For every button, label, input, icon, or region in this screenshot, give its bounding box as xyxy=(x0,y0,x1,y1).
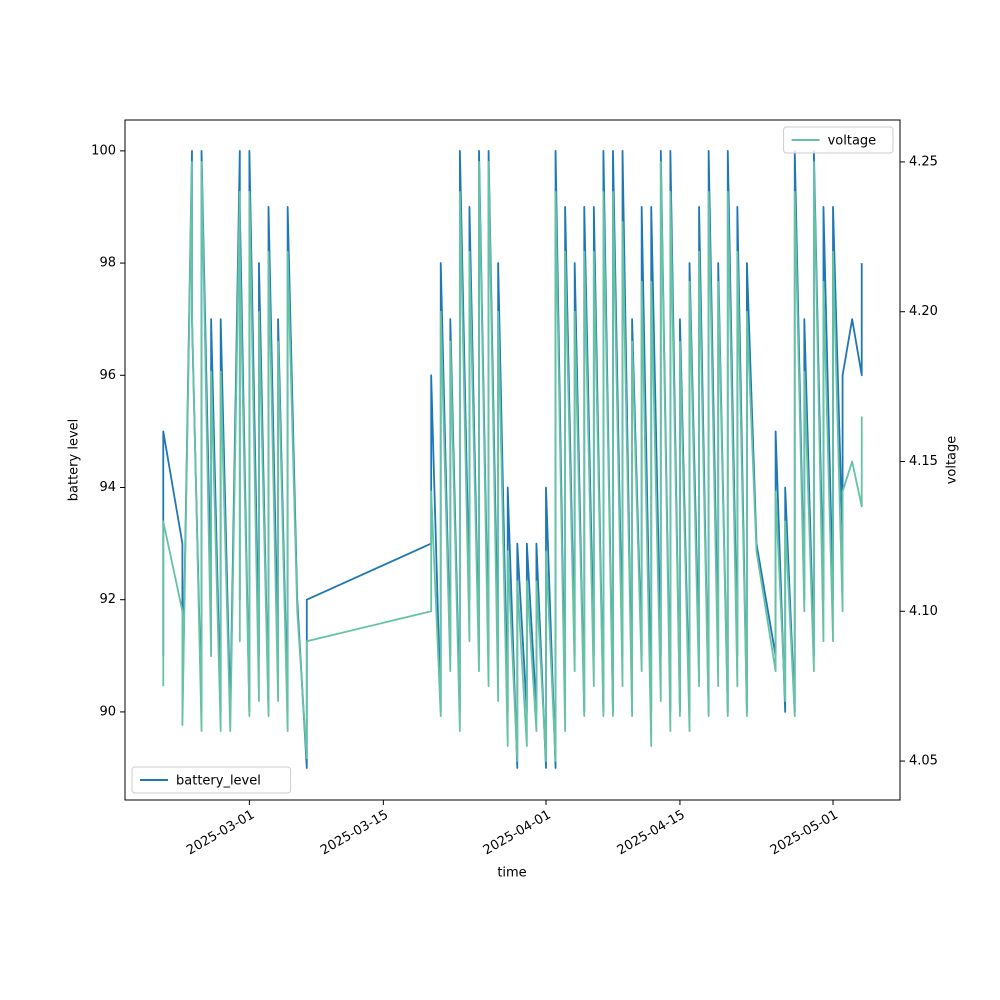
y2-tick-label: 4.25 xyxy=(909,154,938,169)
y2-tick-label: 4.15 xyxy=(909,454,938,469)
y-tick-label: 100 xyxy=(91,143,116,158)
series-line xyxy=(162,161,863,762)
legend-box xyxy=(131,766,292,794)
y-tick-label: 96 xyxy=(99,368,116,383)
y2-tick-label: 4.05 xyxy=(909,754,938,769)
y-tick-label: 92 xyxy=(99,592,116,607)
y-tick-label: 90 xyxy=(99,704,116,719)
y-axis-label: battery level xyxy=(67,419,82,502)
x-axis-label: time xyxy=(497,866,526,881)
y2-tick-label: 4.10 xyxy=(909,604,938,619)
y-tick-label: 98 xyxy=(99,256,116,271)
legend-label: battery_level xyxy=(176,774,261,789)
y-tick-label: 94 xyxy=(99,480,116,495)
legend-box xyxy=(783,126,894,154)
legend-label: voltage xyxy=(828,134,877,149)
y2-axis-label: voltage xyxy=(945,436,960,485)
plot-frame xyxy=(124,119,901,801)
y2-tick-label: 4.20 xyxy=(909,304,938,319)
